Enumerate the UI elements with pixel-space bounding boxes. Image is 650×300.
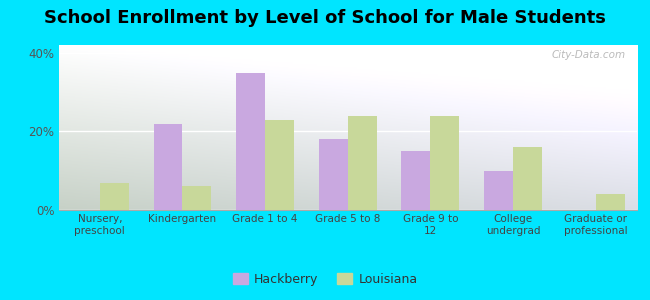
- Bar: [153, 124, 183, 210]
- Bar: [100, 182, 129, 210]
- Bar: [513, 147, 542, 210]
- Bar: [236, 73, 265, 210]
- Bar: [402, 151, 430, 210]
- Bar: [265, 120, 294, 210]
- Text: School Enrollment by Level of School for Male Students: School Enrollment by Level of School for…: [44, 9, 606, 27]
- Bar: [430, 116, 460, 210]
- Text: City-Data.com: City-Data.com: [551, 50, 625, 60]
- Bar: [595, 194, 625, 210]
- Bar: [318, 139, 348, 210]
- Bar: [484, 171, 513, 210]
- Bar: [183, 186, 211, 210]
- Bar: [348, 116, 377, 210]
- Legend: Hackberry, Louisiana: Hackberry, Louisiana: [227, 268, 422, 291]
